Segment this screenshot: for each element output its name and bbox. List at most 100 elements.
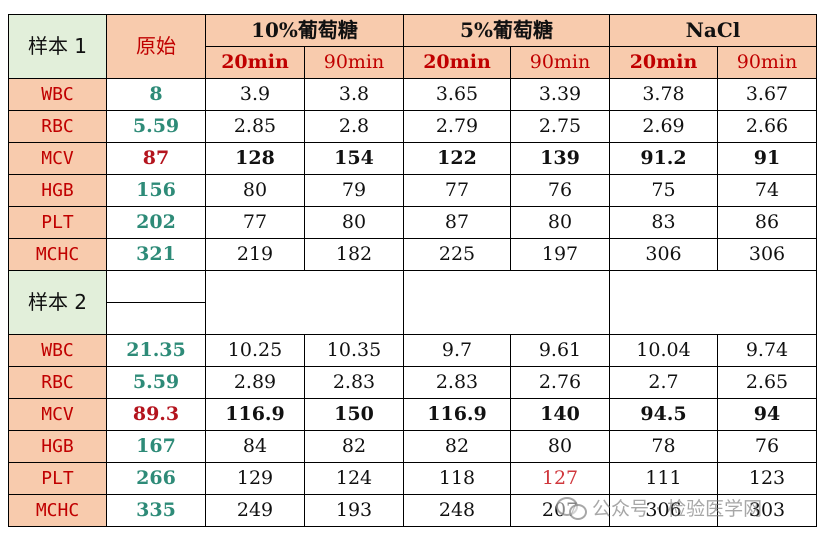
cell-value: 116.9 xyxy=(403,398,511,431)
original-value: 8 xyxy=(106,78,206,111)
sub-header-90min: 90min xyxy=(717,46,817,79)
empty-cell xyxy=(205,270,404,335)
row-label: MCV xyxy=(8,142,107,175)
original-value: 21.35 xyxy=(106,334,206,367)
original-value: 321 xyxy=(106,238,206,271)
cell-value: 116.9 xyxy=(205,398,305,431)
sample-2-header-row: 样本 2 xyxy=(8,270,817,335)
cell-value: 94 xyxy=(717,398,817,431)
table-row: WBC 8 3.9 3.8 3.65 3.39 3.78 3.67 xyxy=(8,78,817,111)
sample-2-label: 样本 2 xyxy=(8,270,107,335)
empty-cell xyxy=(403,270,610,335)
cell-value: 84 xyxy=(205,430,305,463)
cell-value: 82 xyxy=(304,430,404,463)
sample-2-header-row xyxy=(9,302,817,335)
table-row: HGB 167 84 82 82 80 78 76 xyxy=(8,430,817,463)
table-row: PLT 266 129 124 118 127 111 123 xyxy=(8,462,817,495)
cell-value: 9.7 xyxy=(403,334,511,367)
cell-value: 2.89 xyxy=(205,366,305,399)
cell-value: 9.61 xyxy=(510,334,610,367)
original-value: 5.59 xyxy=(106,110,206,143)
cell-value: 207 xyxy=(510,494,610,527)
cell-value: 2.69 xyxy=(609,110,718,143)
cell-value: 82 xyxy=(403,430,511,463)
cell-value: 2.83 xyxy=(403,366,511,399)
cell-value: 2.8 xyxy=(304,110,404,143)
cell-value: 80 xyxy=(205,174,305,207)
group-header-5pct-glucose: 5%葡萄糖 xyxy=(403,14,610,47)
cell-value: 83 xyxy=(609,206,718,239)
cell-value: 2.79 xyxy=(403,110,511,143)
cell-value: 3.65 xyxy=(403,78,511,111)
cell-value: 306 xyxy=(609,238,718,271)
cell-value: 75 xyxy=(609,174,718,207)
table-row: MCV 89.3 116.9 150 116.9 140 94.5 94 xyxy=(8,398,817,431)
cell-value: 80 xyxy=(304,206,404,239)
cell-value: 150 xyxy=(304,398,404,431)
table-row: RBC 5.59 2.89 2.83 2.83 2.76 2.7 2.65 xyxy=(8,366,817,399)
cell-value: 2.75 xyxy=(510,110,610,143)
original-value: 167 xyxy=(106,430,206,463)
original-value: 5.59 xyxy=(106,366,206,399)
original-value: 202 xyxy=(106,206,206,239)
cell-value: 124 xyxy=(304,462,404,495)
cell-value: 2.7 xyxy=(609,366,718,399)
cell-value: 129 xyxy=(205,462,305,495)
row-label: PLT xyxy=(8,462,107,495)
cell-value: 78 xyxy=(609,430,718,463)
cell-value: 111 xyxy=(609,462,718,495)
original-value: 87 xyxy=(106,142,206,175)
row-label: WBC xyxy=(8,78,107,111)
cell-value: 9.74 xyxy=(717,334,817,367)
cell-value: 80 xyxy=(510,206,610,239)
cell-value: 10.25 xyxy=(205,334,305,367)
cell-value: 91 xyxy=(717,142,817,175)
row-label: HGB xyxy=(8,430,107,463)
cell-value: 77 xyxy=(403,174,511,207)
row-label: PLT xyxy=(8,206,107,239)
sub-header-90min: 90min xyxy=(304,46,404,79)
cell-value: 94.5 xyxy=(609,398,718,431)
table-row: PLT 202 77 80 87 80 83 86 xyxy=(8,206,817,239)
group-header-10pct-glucose: 10%葡萄糖 xyxy=(205,14,404,47)
sub-header-20min: 20min xyxy=(609,46,718,79)
results-table: 样本 1 原始 10%葡萄糖 5%葡萄糖 NaCl 20min 90min 20… xyxy=(8,14,817,527)
watermark: 公众号 · 检验医学网 xyxy=(556,494,762,521)
table-row: HGB 156 80 79 77 76 75 74 xyxy=(8,174,817,207)
cell-value: 77 xyxy=(205,206,305,239)
header-row-groups: 样本 1 原始 10%葡萄糖 5%葡萄糖 NaCl xyxy=(8,14,817,79)
table-row: RBC 5.59 2.85 2.8 2.79 2.75 2.69 2.66 xyxy=(8,110,817,143)
cell-value: 86 xyxy=(717,206,817,239)
group-header-nacl: NaCl xyxy=(609,14,817,47)
row-label: MCV xyxy=(8,398,107,431)
cell-value: 3.39 xyxy=(510,78,610,111)
table-row: WBC 21.35 10.25 10.35 9.7 9.61 10.04 9.74 xyxy=(8,334,817,367)
cell-value: 123 xyxy=(717,462,817,495)
cell-value: 197 xyxy=(510,238,610,271)
cell-value: 2.76 xyxy=(510,366,610,399)
header-row-times: 20min 90min 20min 90min 20min 90min xyxy=(9,46,817,79)
sample-1-label: 样本 1 xyxy=(8,14,107,79)
original-value: 266 xyxy=(106,462,206,495)
cell-value: 10.04 xyxy=(609,334,718,367)
cell-value: 2.66 xyxy=(717,110,817,143)
row-label: RBC xyxy=(8,110,107,143)
cell-value: 10.35 xyxy=(304,334,404,367)
row-label: WBC xyxy=(8,334,107,367)
original-value: 89.3 xyxy=(106,398,206,431)
cell-value: 122 xyxy=(403,142,511,175)
cell-value: 249 xyxy=(205,494,305,527)
sub-header-20min: 20min xyxy=(205,46,305,79)
sub-header-20min: 20min xyxy=(403,46,511,79)
row-label: HGB xyxy=(8,174,107,207)
table-row: MCHC 321 219 182 225 197 306 306 xyxy=(8,238,817,271)
empty-cell xyxy=(106,270,206,303)
cell-value: 3.9 xyxy=(205,78,305,111)
cell-value: 219 xyxy=(205,238,305,271)
cell-value: 306 xyxy=(717,238,817,271)
cell-value: 139 xyxy=(510,142,610,175)
cell-value: 3.78 xyxy=(609,78,718,111)
cell-value: 80 xyxy=(510,430,610,463)
original-value: 335 xyxy=(106,494,206,527)
cell-value: 2.83 xyxy=(304,366,404,399)
